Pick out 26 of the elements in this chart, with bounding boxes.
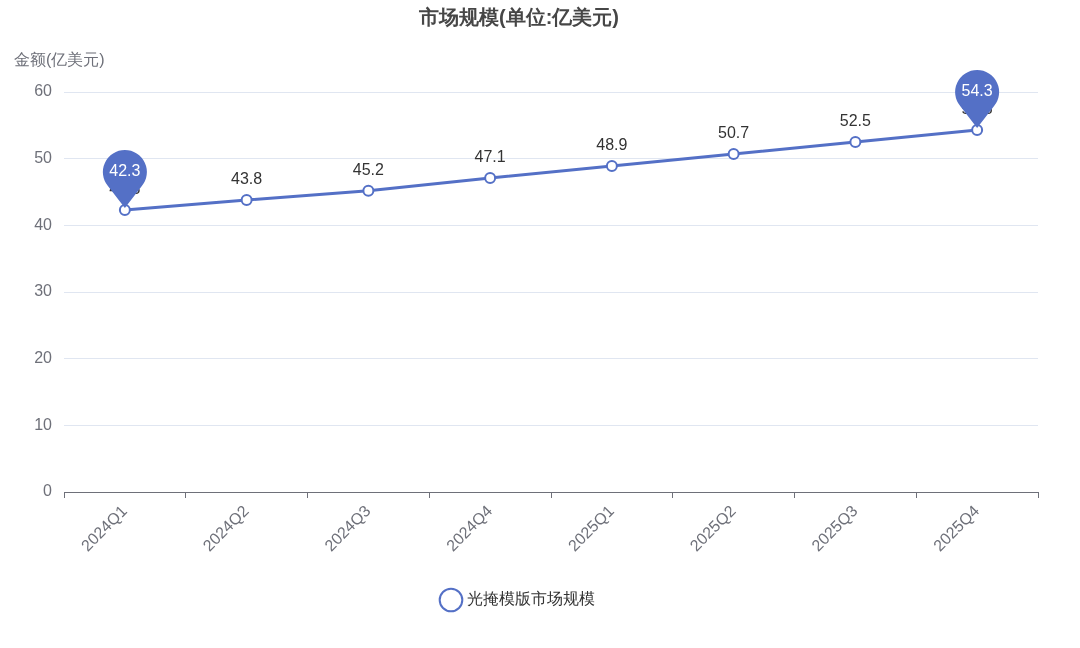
annotation: 42.3 <box>109 162 141 180</box>
y-tick-label: 60 <box>34 82 53 100</box>
annotation: 54.3 <box>961 82 993 100</box>
point <box>362 184 375 197</box>
point <box>971 124 984 136</box>
y-tick-label: 0 <box>43 482 53 500</box>
data-label: 48.9 <box>596 136 628 154</box>
data-label: 45.2 <box>352 161 385 179</box>
y-tick-label: 30 <box>34 282 53 300</box>
data-label: 50.7 <box>718 124 750 142</box>
y-axis-title: 金额(亿美元) <box>14 51 105 69</box>
point <box>727 148 740 160</box>
data-label: 52.5 <box>839 112 872 130</box>
chart-title: 市场规模(单位:亿美元) <box>418 5 619 28</box>
y-tick-label: 20 <box>34 349 53 367</box>
data-label: 47.1 <box>474 148 506 166</box>
legend-label: 光掩模版市场规模 <box>467 590 595 608</box>
y-tick-label: 10 <box>34 415 53 433</box>
point <box>849 136 862 148</box>
data-label: 43.8 <box>231 170 263 188</box>
point <box>240 194 253 206</box>
point <box>118 204 131 216</box>
point <box>484 172 497 184</box>
y-tick-label: 50 <box>34 149 53 167</box>
y-tick-label: 40 <box>34 215 53 233</box>
point <box>605 160 618 172</box>
